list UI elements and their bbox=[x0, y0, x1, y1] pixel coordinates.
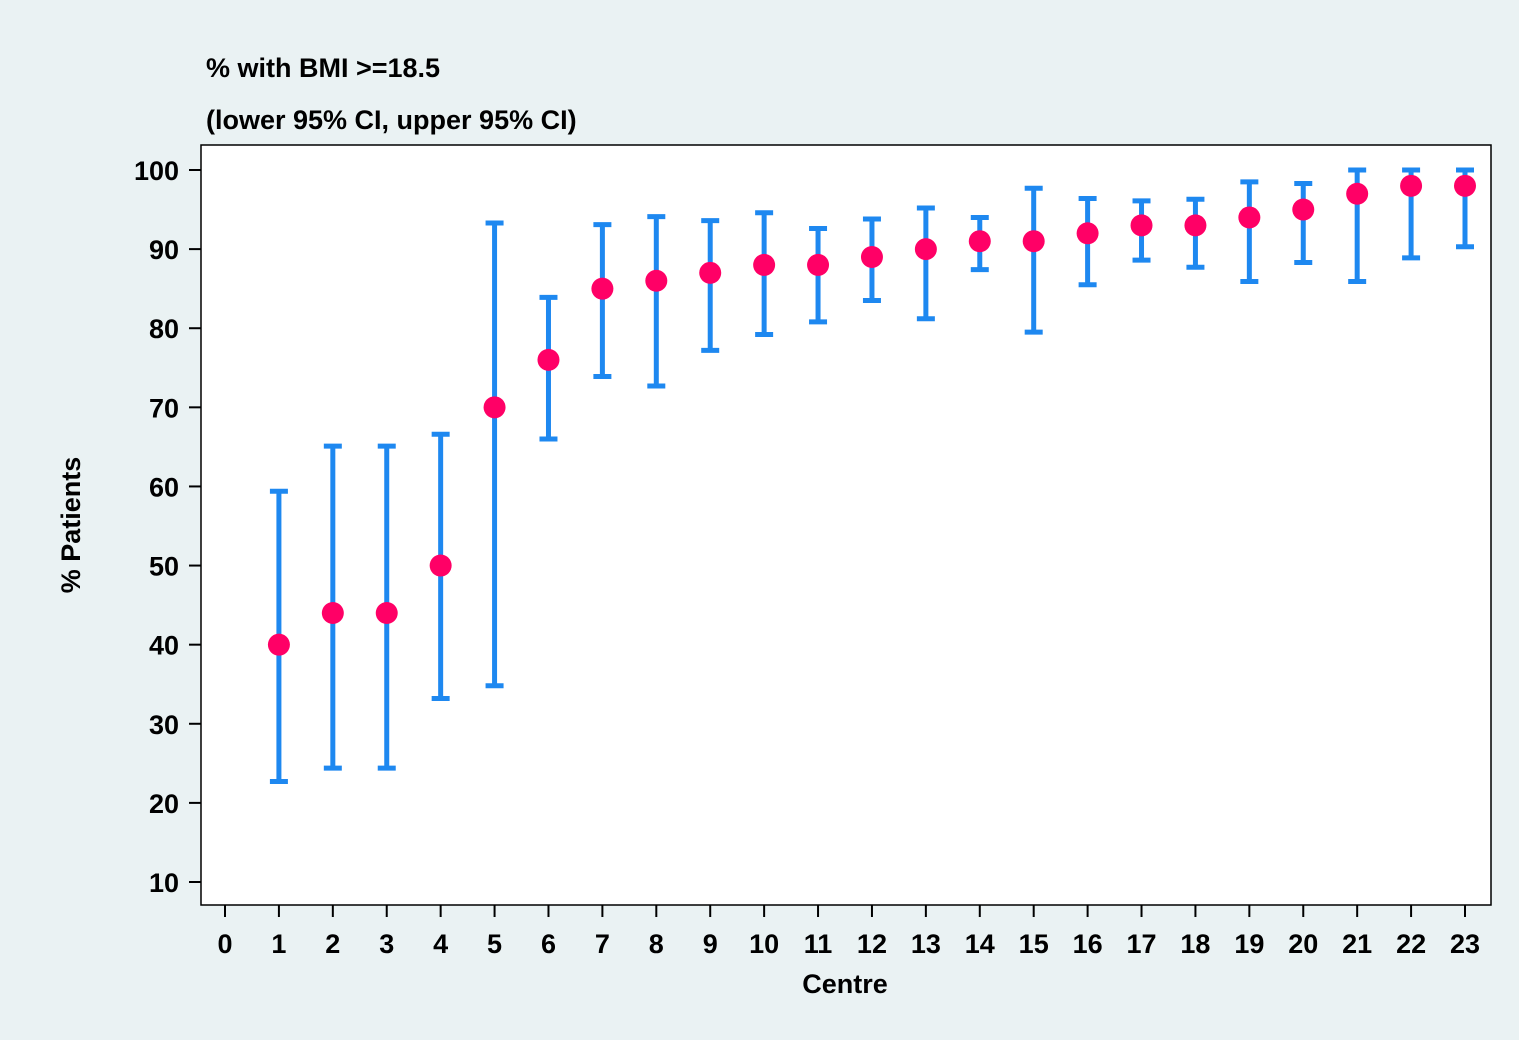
data-point-centre-19 bbox=[1238, 206, 1261, 229]
x-tick-label: 4 bbox=[433, 929, 448, 959]
x-tick-label: 14 bbox=[965, 929, 995, 959]
x-tick-label: 22 bbox=[1396, 929, 1426, 959]
x-axis: 0 1 2 3 4 5 6 7 8 9 10 11 12 13 14 15 16 17 18 19 20 21 22 23 bbox=[217, 905, 1480, 959]
y-tick-label: 90 bbox=[149, 235, 179, 265]
x-tick-label: 11 bbox=[804, 929, 833, 959]
y-tick-label: 30 bbox=[149, 710, 179, 740]
x-tick-label: 20 bbox=[1288, 929, 1318, 959]
x-axis-label: Centre bbox=[802, 969, 888, 999]
data-point-centre-1 bbox=[267, 633, 290, 656]
x-tick-label: 12 bbox=[857, 929, 887, 959]
data-point-centre-18 bbox=[1184, 214, 1207, 237]
data-point-centre-8 bbox=[645, 269, 668, 292]
data-point-centre-7 bbox=[591, 277, 614, 300]
data-point-centre-20 bbox=[1292, 198, 1315, 221]
error-bar-centre-13 bbox=[916, 205, 935, 322]
y-tick-label: 10 bbox=[149, 868, 179, 898]
x-tick-label: 21 bbox=[1342, 929, 1372, 959]
data-point-centre-4 bbox=[429, 554, 452, 577]
y-tick-label: 60 bbox=[149, 472, 179, 502]
y-axis-label: % Patients bbox=[56, 457, 86, 594]
y-tick-label: 70 bbox=[149, 393, 179, 423]
x-tick-label: 7 bbox=[595, 929, 610, 959]
x-tick-label: 16 bbox=[1073, 929, 1103, 959]
y-tick-label: 20 bbox=[149, 789, 179, 819]
data-point-centre-15 bbox=[1022, 230, 1045, 253]
data-point-centre-21 bbox=[1346, 182, 1369, 205]
chart-subtitle: (lower 95% CI, upper 95% CI) bbox=[206, 105, 577, 135]
y-tick-label: 40 bbox=[149, 631, 179, 661]
data-point-centre-10 bbox=[753, 253, 776, 276]
x-tick-label: 10 bbox=[749, 929, 779, 959]
x-tick-label: 9 bbox=[703, 929, 718, 959]
error-bar-centre-20 bbox=[1294, 180, 1313, 266]
data-point-centre-16 bbox=[1076, 222, 1099, 245]
x-tick-label: 19 bbox=[1234, 929, 1264, 959]
data-point-centre-17 bbox=[1130, 214, 1153, 237]
error-bar-centre-5 bbox=[485, 220, 504, 689]
x-tick-label: 15 bbox=[1019, 929, 1049, 959]
data-point-centre-12 bbox=[860, 246, 883, 269]
error-bar-centre-19 bbox=[1240, 179, 1259, 285]
data-point-centre-13 bbox=[914, 238, 937, 261]
chart-title: % with BMI >=18.5 bbox=[206, 53, 440, 83]
x-tick-label: 13 bbox=[911, 929, 941, 959]
data-point-centre-23 bbox=[1454, 174, 1476, 197]
data-point-centre-14 bbox=[968, 230, 991, 253]
y-tick-label: 80 bbox=[149, 314, 179, 344]
data-point-centre-5 bbox=[483, 396, 506, 419]
x-tick-label: 5 bbox=[487, 929, 502, 959]
y-tick-label: 50 bbox=[149, 552, 179, 582]
data-point-centre-3 bbox=[375, 602, 398, 625]
x-tick-label: 1 bbox=[271, 929, 286, 959]
data-point-centre-2 bbox=[321, 602, 344, 625]
x-tick-label: 6 bbox=[541, 929, 556, 959]
data-points bbox=[267, 174, 1476, 656]
error-bar-centre-8 bbox=[647, 214, 666, 389]
error-bar-centre-15 bbox=[1024, 185, 1043, 335]
data-point-centre-22 bbox=[1400, 174, 1423, 197]
data-point-centre-6 bbox=[537, 348, 560, 371]
x-tick-label: 23 bbox=[1450, 929, 1480, 959]
x-tick-label: 0 bbox=[217, 929, 232, 959]
x-tick-label: 8 bbox=[649, 929, 664, 959]
data-point-centre-9 bbox=[699, 261, 722, 284]
x-tick-label: 18 bbox=[1180, 929, 1210, 959]
data-point-centre-11 bbox=[807, 253, 830, 276]
y-tick-label: 100 bbox=[134, 156, 179, 186]
error-bar-centre-7 bbox=[593, 222, 612, 379]
plot-area bbox=[200, 144, 1492, 906]
x-tick-label: 17 bbox=[1126, 929, 1156, 959]
y-axis: 10 20 30 40 50 60 70 80 90 100 bbox=[134, 156, 201, 898]
x-tick-label: 2 bbox=[325, 929, 340, 959]
x-tick-label: 3 bbox=[379, 929, 394, 959]
error-bar-centre-9 bbox=[701, 218, 720, 353]
